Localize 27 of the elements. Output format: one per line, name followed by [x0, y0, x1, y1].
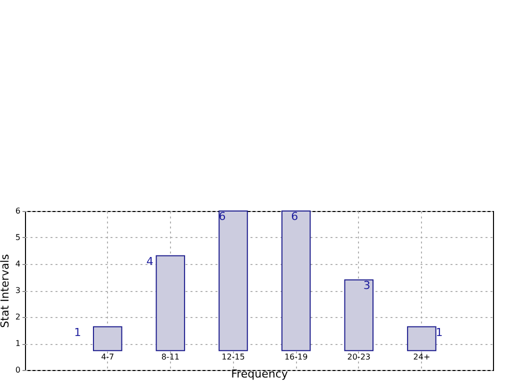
bar	[156, 255, 186, 352]
y-tick-label: 1	[15, 339, 20, 348]
y-tick-label: 5	[15, 233, 20, 242]
x-axis-title: Frequency	[231, 368, 288, 380]
bar	[218, 210, 248, 352]
annotation: 4	[146, 254, 154, 268]
annotation: 6	[291, 210, 298, 223]
x-tick-label: 20-23	[347, 352, 371, 362]
annotation: 1	[436, 326, 443, 339]
y-tick-label: 4	[15, 260, 20, 268]
x-tick-label: 4-7	[101, 352, 114, 362]
y-tick-label: 3	[15, 286, 20, 295]
annotation: 6	[218, 210, 226, 223]
x-tick-label: 8-11	[161, 352, 180, 362]
bar	[92, 326, 122, 352]
x-tick-label: 24+	[413, 352, 430, 362]
y-tick-label: 0	[15, 366, 20, 374]
bar	[281, 210, 311, 352]
y-tick-label: 2	[15, 312, 20, 322]
x-tick-label: 16-19	[284, 352, 308, 362]
y-tick-label: 6	[15, 206, 20, 216]
annotation: 1	[74, 326, 82, 339]
y-axis-title: Stat Intervals	[0, 254, 12, 328]
annotation: 3	[363, 278, 370, 292]
bar	[344, 279, 374, 352]
bar	[407, 326, 436, 352]
x-tick-label: 12-15	[222, 352, 245, 362]
